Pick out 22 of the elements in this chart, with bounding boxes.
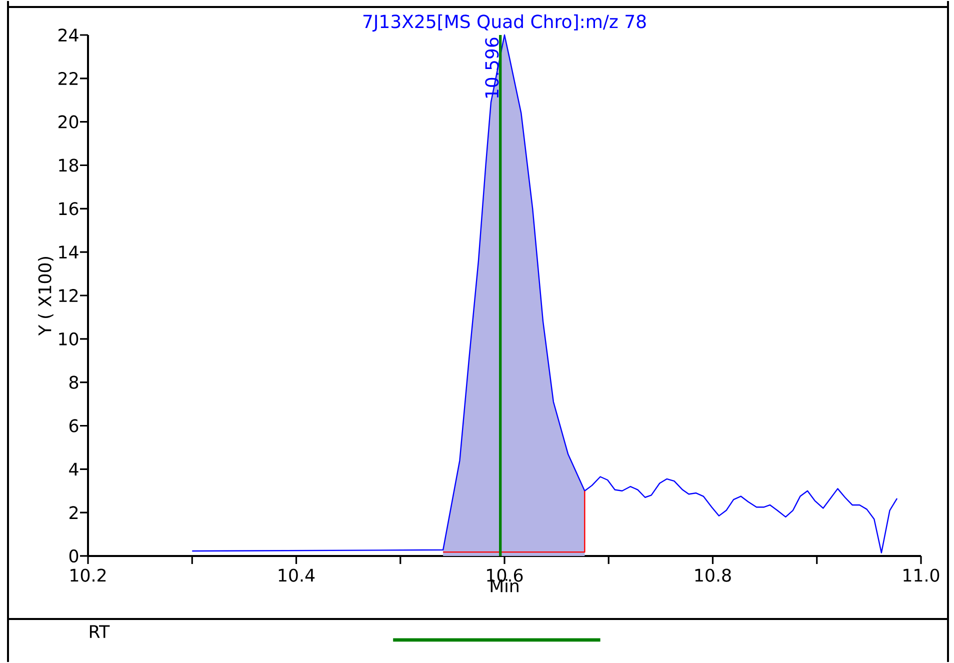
y-tick-label: RT xyxy=(90,625,110,638)
x-tick-label: 10.4 xyxy=(278,568,315,582)
y-tick-label: 22 xyxy=(58,72,78,85)
x-tick-label: 10.8 xyxy=(695,568,731,582)
x-tick-label: 10.2 xyxy=(70,568,106,582)
y-tick-label: 4 xyxy=(69,462,78,476)
y-tick-label: 0 xyxy=(69,549,78,563)
ref-line-label: 10.596 xyxy=(485,38,499,98)
y-tick-label: 8 xyxy=(69,376,78,389)
y-tick-label: 12 xyxy=(59,289,78,302)
y-tick-label: 16 xyxy=(59,202,78,216)
y-tick-label: 2 xyxy=(70,506,78,519)
y-tick-label: 14 xyxy=(59,246,78,258)
line-series xyxy=(192,34,898,554)
chart-title: 7J13X25[MS Quad Chro]:m/z 78 xyxy=(363,14,646,32)
y-tick-label: 6 xyxy=(69,419,78,432)
y-tick-label: 10 xyxy=(59,332,78,346)
y-tick-label: 20 xyxy=(58,115,78,128)
y-tick-label: 18 xyxy=(59,158,78,172)
y-axis-title: Y ( X100) xyxy=(38,256,54,336)
y-tick-label: 24 xyxy=(58,28,78,42)
x-tick-label: 11.0 xyxy=(904,568,940,582)
